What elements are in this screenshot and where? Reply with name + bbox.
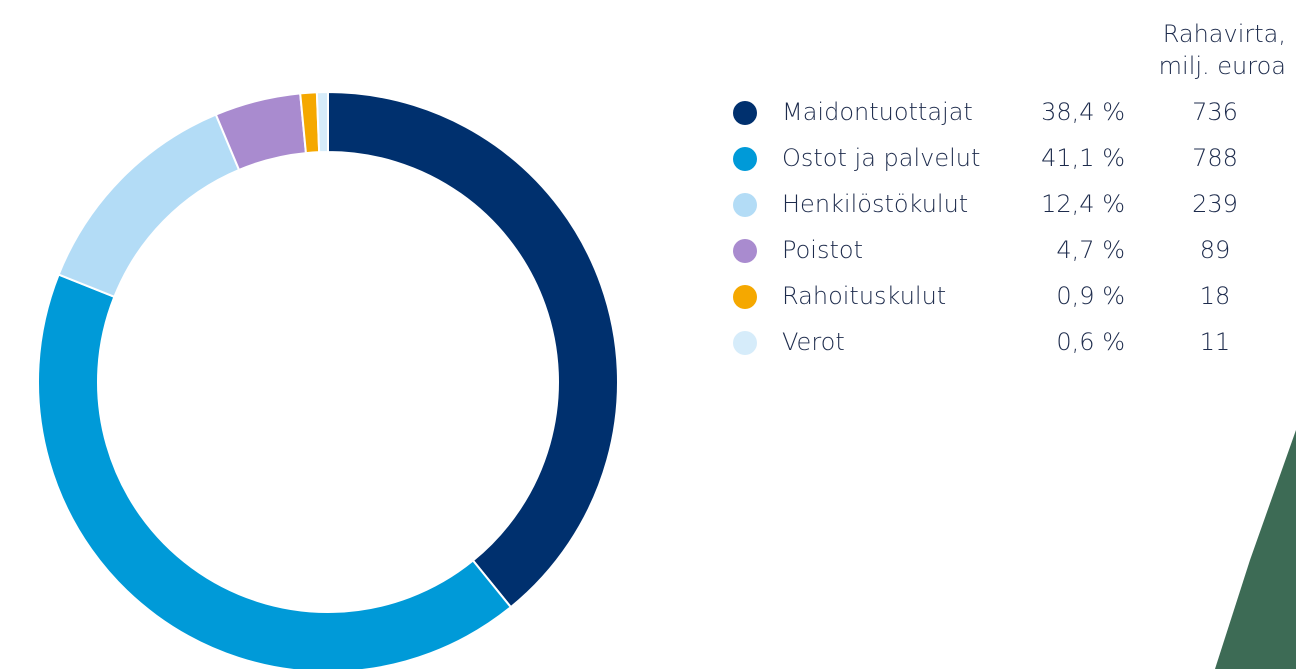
legend-marker [733,101,757,125]
legend-marker [733,239,757,263]
amount-label: 89 [1200,236,1231,264]
percent-label: 0,9 % [1056,282,1125,310]
amount-label: 11 [1200,328,1231,356]
percent-label: 41,1 % [1041,144,1125,172]
amount-label: 239 [1192,190,1238,218]
donut-segment [37,273,513,669]
legend-marker [733,331,757,355]
donut-segment [315,90,329,154]
donut-segment [327,90,619,609]
amount-label: 788 [1192,144,1238,172]
legend-label: Rahoituskulut [782,282,946,310]
amount-label: 736 [1192,98,1238,126]
donut-segment [57,113,241,299]
amount-label: 18 [1200,282,1231,310]
percent-label: 38,4 % [1041,98,1125,126]
legend-marker [733,285,757,309]
decorative-image [1215,430,1296,669]
legend-label: Henkilöstökulut [782,190,968,218]
legend-label: Maidontuottajat [782,98,973,126]
legend-label: Verot [782,328,845,356]
legend-label: Poistot [782,236,863,264]
legend-marker [733,147,757,171]
column-header: Rahavirta, milj. euroa [1158,20,1286,80]
percent-label: 0,6 % [1056,328,1125,356]
legend-marker [733,193,757,217]
percent-label: 12,4 % [1041,190,1125,218]
percent-label: 4,7 % [1056,236,1125,264]
legend-label: Ostot ja palvelut [782,144,980,172]
